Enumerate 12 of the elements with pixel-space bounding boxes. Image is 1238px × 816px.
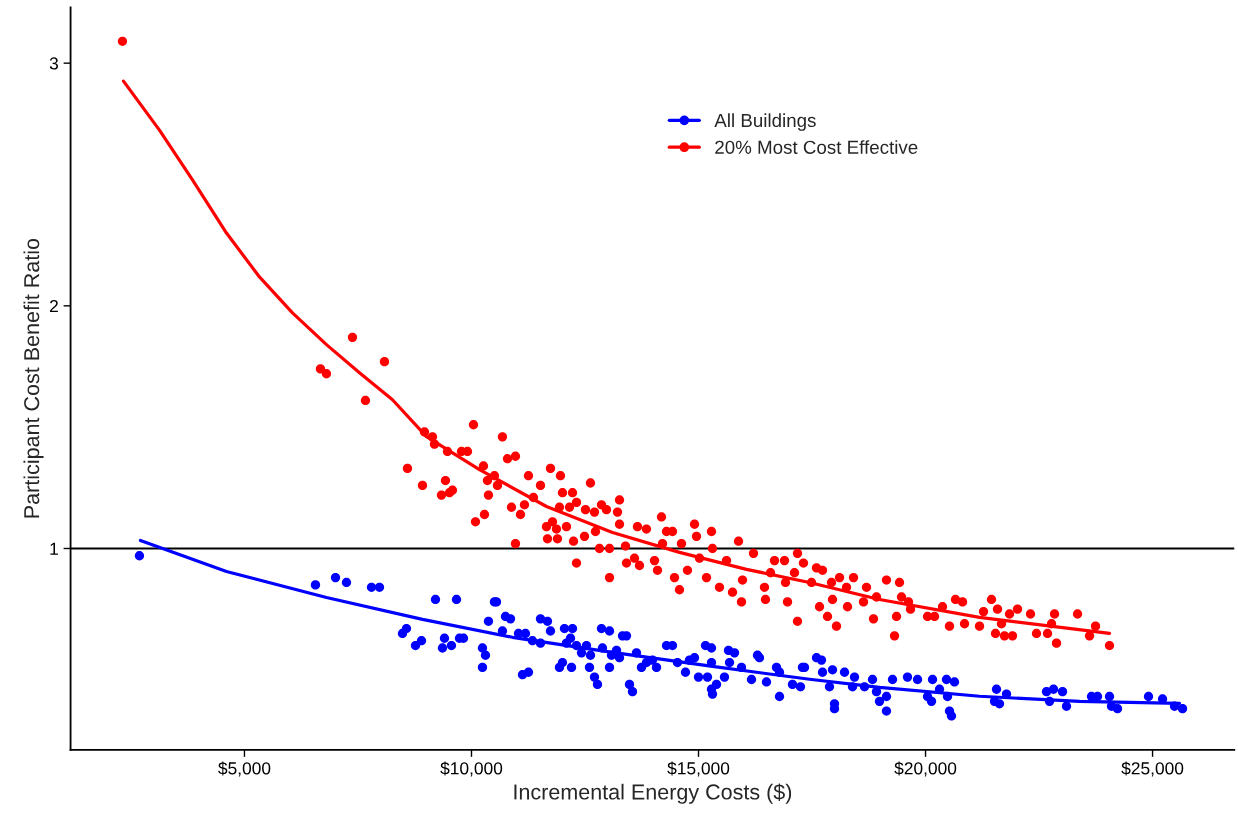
y-tick-label: 1 (50, 542, 58, 555)
x-tick-label: $25,000 (1121, 761, 1184, 777)
y-tick-label: 3 (49, 57, 58, 70)
legend-label: 20% Most Cost Effective (715, 140, 918, 154)
x-axis-title: Incremental Energy Costs ($) (514, 783, 792, 804)
y-tick-label: 2 (49, 299, 58, 313)
x-tick-label: $15,000 (667, 761, 730, 777)
x-tick-label: $10,000 (440, 761, 503, 777)
legend-label: All Buildings (714, 113, 816, 131)
x-tick-label: $20,000 (894, 761, 957, 777)
x-tick-label: $5,000 (218, 761, 271, 777)
y-axis-title: Participant Cost Benefit Ratio (23, 238, 44, 518)
